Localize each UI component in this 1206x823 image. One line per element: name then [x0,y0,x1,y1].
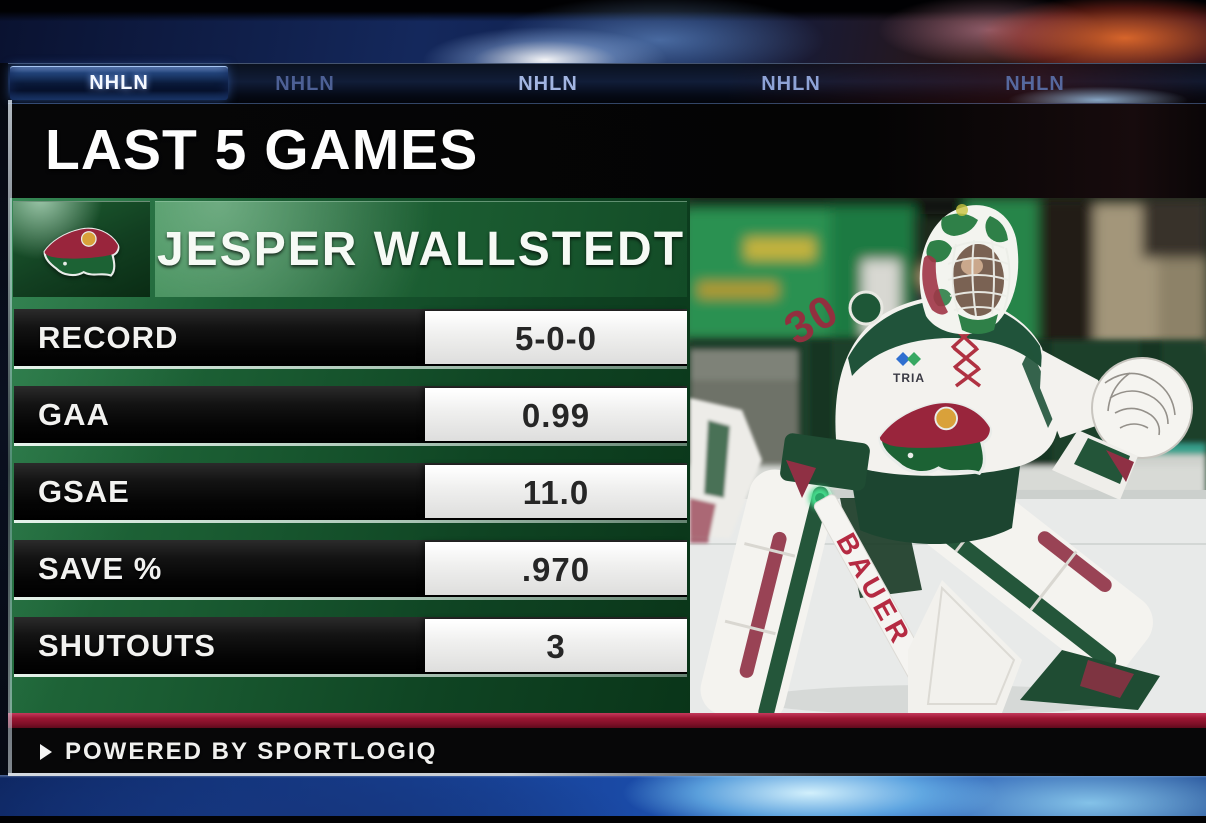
row-divider [14,366,687,369]
tab-label: NHLN [518,72,578,95]
shoulder-patch [848,290,884,326]
stat-value-box: 0.99 [425,388,687,441]
stat-row-gsae: GSAE 11.0 [14,463,687,523]
stat-value: 0.99 [521,396,591,434]
stat-value: .970 [521,550,591,588]
player-name: JESPER WALLSTEDT [156,223,686,276]
row-divider [14,674,687,677]
tria-patch-text: TRIA [893,371,925,385]
stat-value: 11.0 [522,473,590,511]
row-divider [14,520,687,523]
mask-cage [947,239,1011,317]
tab-nhln-3[interactable]: NHLN [478,64,618,104]
blocker [690,398,762,543]
attribution-footer: POWERED BY SPORTLOGIQ [8,728,1206,776]
stat-label: GSAE [38,474,130,509]
stat-value: 3 [546,627,566,665]
tria-patch: TRIA [893,352,925,385]
red-accent-bar [8,713,1206,728]
tab-label: NHLN [761,72,821,95]
tab-label: NHLN [1005,72,1065,95]
tab-nhln-4[interactable]: NHLN [721,64,861,104]
row-divider [14,597,687,600]
stat-row-bar: GAA 0.99 [14,386,687,443]
powered-by-text: POWERED BY SPORTLOGIQ [65,738,438,765]
stat-value: 5-0-0 [514,319,598,357]
player-header: JESPER WALLSTEDT [13,201,687,297]
stat-row-save-pct: SAVE % .970 [14,540,687,600]
tab-label: NHLN [275,72,335,95]
channel-tab-bar: NHLN NHLN NHLN NHLN NHLN [8,64,1206,104]
stat-row-bar: RECORD 5-0-0 [14,309,687,366]
player-name-box: JESPER WALLSTEDT [155,201,687,297]
background-bottom-band [0,775,1206,823]
tab-nhln-5[interactable]: NHLN [965,64,1105,104]
stats-table: RECORD 5-0-0 GAA 0.99 [14,309,687,694]
content-area: JESPER WALLSTEDT RECORD 5-0-0 [8,198,1206,713]
stat-value-box: 5-0-0 [425,311,687,364]
goalie-mask [919,204,1019,335]
player-photo: or H [690,198,1206,713]
stat-row-record: RECORD 5-0-0 [14,309,687,369]
stat-value-box: .970 [425,542,687,595]
team-logo-box [13,201,150,297]
stat-label: SHUTOUTS [38,628,216,663]
stat-row-gaa: GAA 0.99 [14,386,687,446]
stat-label: RECORD [38,320,179,355]
play-arrow-icon [40,744,52,760]
stat-value-box: 3 [425,619,687,672]
tab-label: NHLN [89,72,149,94]
minnesota-wild-logo-icon [39,216,125,284]
tab-nhln-2[interactable]: NHLN [235,64,375,104]
stat-label: GAA [38,397,110,432]
stat-row-bar: SHUTOUTS 3 [14,617,687,674]
stat-label: SAVE % [38,551,163,586]
catch-glove [1040,350,1193,500]
player-stats-panel: JESPER WALLSTEDT RECORD 5-0-0 [10,198,690,713]
title-bar: LAST 5 GAMES [8,104,1206,198]
stat-row-shutouts: SHUTOUTS 3 [14,617,687,677]
background-top-band [0,0,1206,63]
row-divider [14,443,687,446]
stat-row-bar: GSAE 11.0 [14,463,687,520]
page-title: LAST 5 GAMES [45,118,479,182]
left-goalie-pad [700,469,834,713]
tab-nhln-1[interactable]: NHLN [10,66,228,100]
stat-row-bar: SAVE % .970 [14,540,687,597]
stats-graphic-panel: NHLN NHLN NHLN NHLN NHLN LAST 5 GAMES [8,63,1206,776]
stat-value-box: 11.0 [425,465,687,518]
